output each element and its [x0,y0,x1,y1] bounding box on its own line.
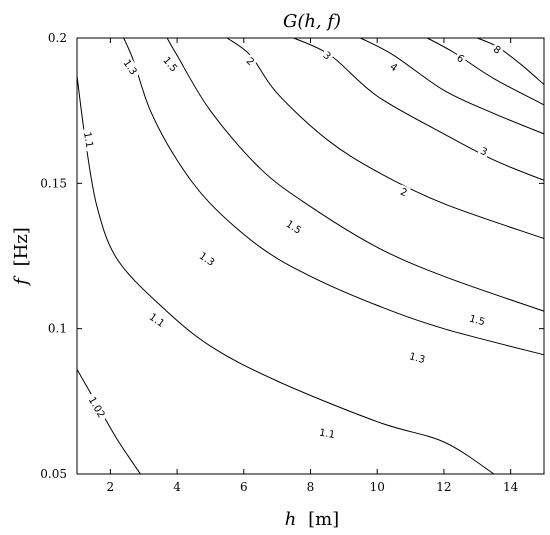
contour-label: 1.1 [81,131,95,149]
contour-label: 2 [244,56,256,68]
contour-label: 2 [399,187,409,200]
contour-label-mask [405,349,430,367]
y-tick-label: 0.15 [40,176,67,190]
x-tick-label: 14 [503,480,519,494]
x-axis-title: h [m] [285,509,339,530]
contour-label-mask [144,308,170,332]
contour-line-1-02 [76,369,141,475]
y-axis-variable: f [11,275,32,287]
contour-label-mask [80,127,97,152]
y-axis-title: f [Hz] [11,227,32,287]
contour-line-1-1 [76,75,495,475]
contour-lines [76,37,545,475]
contour-label-mask [119,54,142,80]
contour-label-mask [281,215,307,238]
contour-label: 8 [491,44,503,57]
contour-line-1-5 [166,37,545,312]
contour-label-mask [315,425,340,442]
contour-label-mask [397,184,411,200]
contour-label: 1.1 [318,427,336,441]
contour-label: 1.3 [408,351,426,366]
x-tick-label: 2 [107,480,115,494]
contour-label-mask [84,392,110,423]
x-tick-label: 6 [240,480,248,494]
contour-label-mask [242,53,259,70]
contour-label-mask [465,311,490,329]
x-axis-unit: [m] [308,509,339,530]
contour-label: 1.02 [86,395,107,420]
y-tick-label: 0.2 [48,31,67,45]
contour-line-2 [226,37,545,240]
y-axis-unit: [Hz] [11,227,32,266]
contour-label-mask [453,50,469,67]
contour-label: 3 [321,50,333,63]
contour-label: 6 [454,53,466,66]
contour-line-4 [360,37,545,135]
x-axis-variable: h [285,509,297,530]
contour-label-mask [158,51,183,77]
chart-title: G(h, f) [283,11,341,32]
contour-label: 4 [388,62,400,75]
y-axis-ticks: 0.05 0.1 0.15 0.2 [40,31,544,481]
x-tick-label: 4 [173,480,181,494]
contour-label: 1.5 [468,314,486,329]
contour-line-1-3 [123,37,545,356]
contour-line-8 [477,37,545,85]
contour-label-mask [476,143,492,159]
x-tick-label: 12 [436,480,451,494]
contour-label-mask [194,247,220,271]
y-tick-label: 0.05 [40,467,67,481]
x-axis-ticks: 2 4 6 8 10 12 14 [107,38,519,494]
contour-label: 3 [478,146,488,159]
contour-label-mask [489,41,505,58]
contour-label-mask [386,59,402,75]
x-tick-label: 8 [307,480,315,494]
y-tick-label: 0.1 [48,322,67,336]
contour-label-mask [319,47,335,64]
contour-line-3 [293,37,545,181]
contour-line-6 [427,37,545,106]
x-tick-label: 10 [370,480,385,494]
